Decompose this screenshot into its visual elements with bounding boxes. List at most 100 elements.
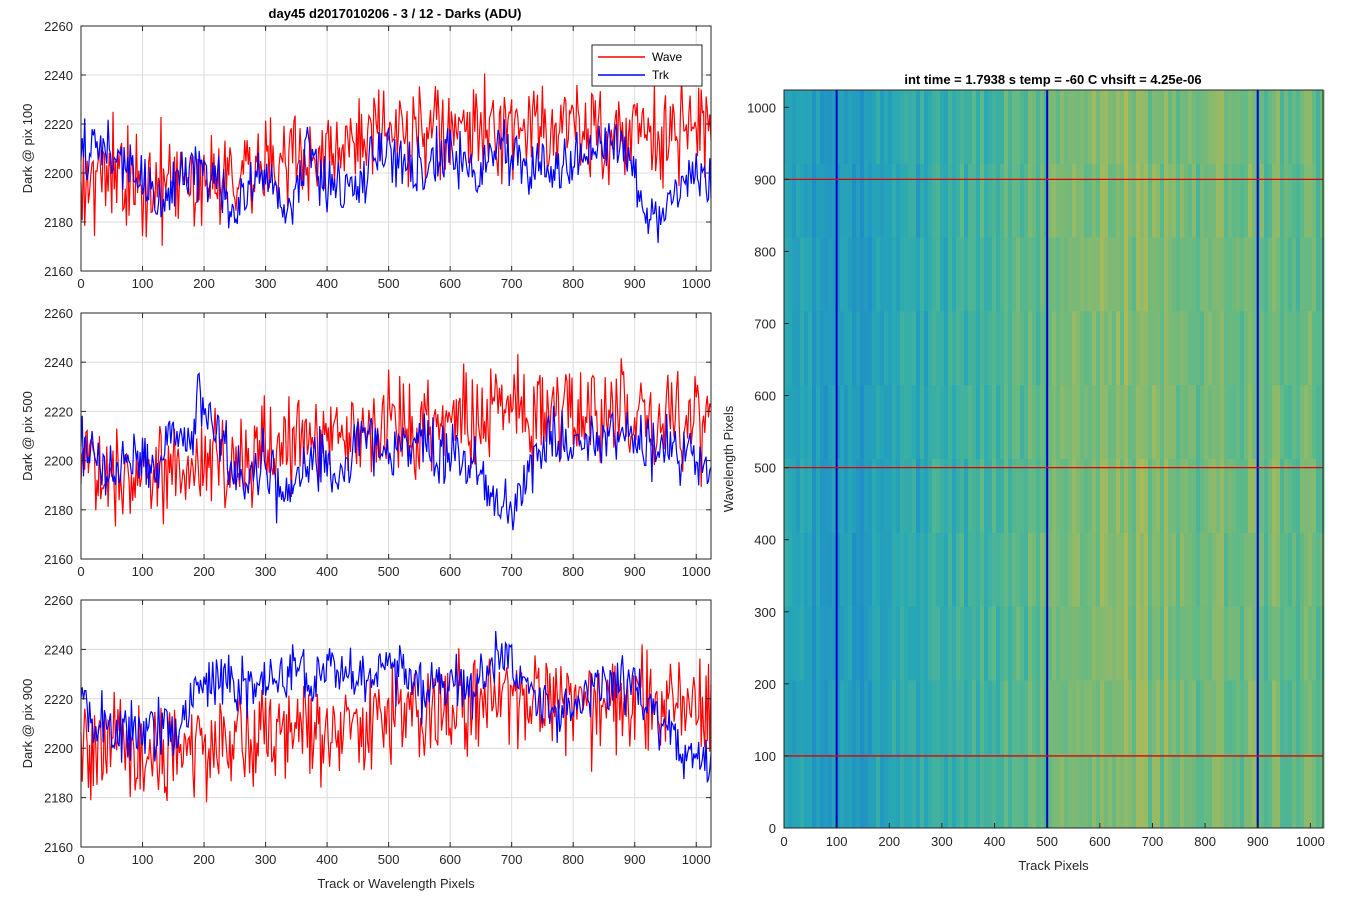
heatmap-cell <box>952 385 957 460</box>
x-tick-label: 1000 <box>682 852 711 867</box>
heatmap-cell <box>1092 532 1097 608</box>
heatmap-cell <box>824 237 829 312</box>
heatmap-cell <box>1188 754 1193 829</box>
heatmap-cell <box>880 237 885 312</box>
heatmap-cell <box>1268 606 1273 681</box>
heatmap-cell <box>1104 459 1109 534</box>
heatmap-cell <box>1296 606 1301 681</box>
heatmap-cell <box>796 459 801 534</box>
heatmap-cell <box>1148 90 1153 165</box>
heatmap-cell <box>840 385 845 460</box>
heatmap-cell <box>808 163 813 239</box>
heatmap-cell <box>908 237 913 312</box>
heatmap-cell <box>816 163 821 239</box>
heatmap-cell <box>784 532 789 608</box>
heatmap-cell <box>892 163 897 239</box>
heatmap-cell <box>1252 385 1257 460</box>
heatmap-cell <box>860 459 865 534</box>
heatmap-cell <box>916 90 921 165</box>
heatmap-cell <box>1252 237 1257 312</box>
heatmap-cell <box>852 90 857 165</box>
heatmap-cell <box>960 532 965 608</box>
heatmap-cell <box>820 385 825 460</box>
heatmap-cell <box>1076 532 1081 608</box>
heatmap-cell <box>996 532 1001 608</box>
heatmap-cell <box>1184 459 1189 534</box>
heatmap-cell <box>1284 606 1289 681</box>
heatmap-cell <box>1040 680 1045 755</box>
heatmap-cell <box>824 532 829 608</box>
heatmap-cell <box>1092 459 1097 534</box>
heatmap-cell <box>1156 90 1161 165</box>
heatmap-cell <box>1204 311 1209 386</box>
heatmap-cell <box>1068 385 1073 460</box>
heatmap-cell <box>1008 163 1013 239</box>
heatmap-cell <box>836 459 841 534</box>
heatmap-cell <box>1232 237 1237 312</box>
heatmap-cell <box>1000 606 1005 681</box>
heatmap-cell <box>952 459 957 534</box>
heatmap-cell <box>972 680 977 755</box>
heatmap-cell <box>1052 459 1057 534</box>
heatmap-cell <box>832 90 837 165</box>
heatmap-cell <box>1196 606 1201 681</box>
heatmap-cell <box>912 237 917 312</box>
heatmap-cell <box>844 754 849 829</box>
heatmap-cell <box>1140 237 1145 312</box>
heatmap-cell <box>988 163 993 239</box>
heatmap-cell <box>888 532 893 608</box>
heatmap-cell <box>880 754 885 829</box>
heatmap-cell <box>1148 385 1153 460</box>
heatmap-cell <box>940 237 945 312</box>
y-tick-label: 600 <box>754 389 776 404</box>
heatmap-cell <box>1152 532 1157 608</box>
heatmap-cell <box>1172 606 1177 681</box>
heatmap-cell <box>1116 459 1121 534</box>
heatmap-cell <box>1076 90 1081 165</box>
heatmap-cell <box>1144 459 1149 534</box>
heatmap-cell <box>1096 385 1101 460</box>
heatmap-cell <box>1156 680 1161 755</box>
heatmap-cell <box>992 385 997 460</box>
x-tick-label: 900 <box>624 852 646 867</box>
heatmap-cell <box>912 163 917 239</box>
heatmap-cell <box>904 754 909 829</box>
heatmap-cell <box>948 311 953 386</box>
heatmap-cell <box>1316 163 1321 239</box>
heatmap-cell <box>856 385 861 460</box>
heatmap-cell <box>1032 606 1037 681</box>
heatmap-cell <box>1264 90 1269 165</box>
heatmap-cell <box>1104 532 1109 608</box>
heatmap-cell <box>916 459 921 534</box>
heatmap-cell <box>792 311 797 386</box>
heatmap-cell <box>1252 680 1257 755</box>
heatmap-cell <box>1144 680 1149 755</box>
y-tick-label: 2260 <box>44 306 73 321</box>
heatmap-cell <box>1076 385 1081 460</box>
heatmap-cell <box>1296 311 1301 386</box>
y-tick-label: 2240 <box>44 642 73 657</box>
heatmap-cell <box>880 532 885 608</box>
heatmap-cell <box>804 754 809 829</box>
heatmap-cell <box>1100 532 1105 608</box>
heatmap-cell <box>964 459 969 534</box>
heatmap-cell <box>1224 385 1229 460</box>
heatmap-cell <box>968 606 973 681</box>
heatmap-cell <box>1084 459 1089 534</box>
heatmap-cell <box>1148 754 1153 829</box>
heatmap-cell <box>928 163 933 239</box>
heatmap-cell <box>1272 237 1277 312</box>
line-panel-3: 0 100 200 300 400 500 600 700 800 900 1000 2160 2180… <box>20 593 712 891</box>
heatmap-cell <box>948 90 953 165</box>
heatmap-cell <box>864 163 869 239</box>
heatmap-cell <box>848 163 853 239</box>
heatmap-cell <box>1064 754 1069 829</box>
heatmap-cell <box>1132 532 1137 608</box>
plot-area <box>81 313 711 559</box>
heatmap-cell <box>1240 237 1245 312</box>
heatmap-cell <box>912 754 917 829</box>
heatmap-cell <box>1320 90 1325 165</box>
heatmap-cell <box>1176 90 1181 165</box>
heatmap-cell <box>1284 459 1289 534</box>
heatmap-cell <box>1164 237 1169 312</box>
